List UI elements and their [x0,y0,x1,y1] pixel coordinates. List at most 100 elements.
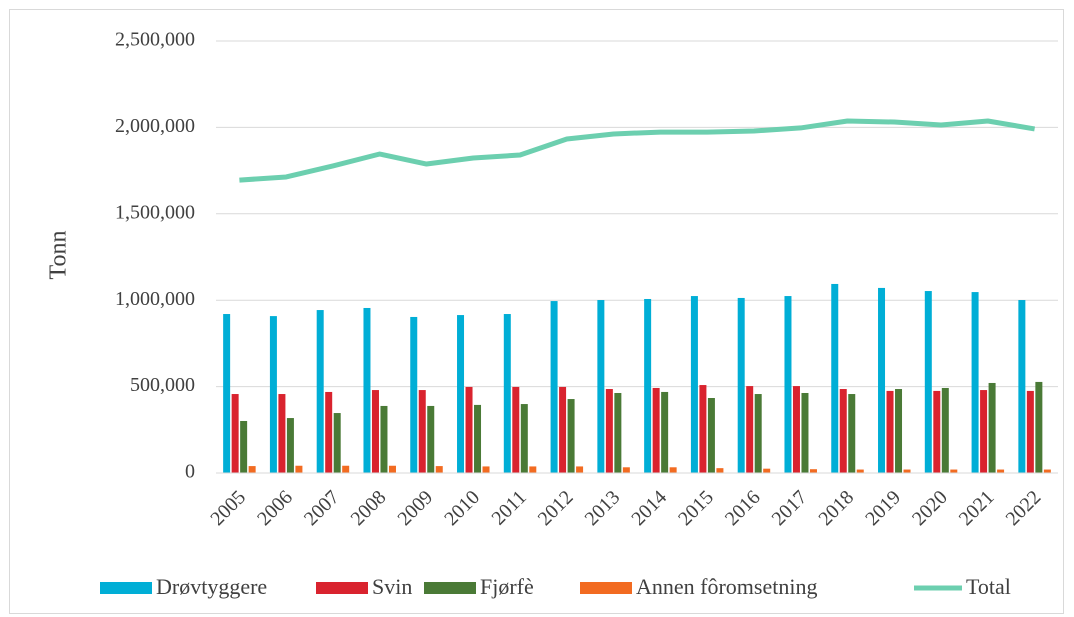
bar [792,386,800,473]
bar [418,390,426,473]
bar [269,316,277,473]
legend-label: Svin [372,574,412,599]
bar [1018,300,1026,473]
bar [567,399,575,473]
bar [924,291,932,473]
bar [988,382,996,473]
bar [474,404,482,473]
y-tick-label: 1,000,000 [115,288,195,310]
bar [363,307,371,473]
bar [529,466,537,473]
line [239,118,1036,183]
bar [895,389,903,473]
legend-swatch [316,582,368,594]
bar [801,392,809,473]
bar [831,283,839,473]
bar [614,392,622,473]
bar [248,466,256,473]
bar [550,301,558,473]
bar [559,386,567,473]
legend-label: Total [966,574,1011,599]
bar [971,292,979,473]
bar [737,297,745,473]
bar [605,389,613,473]
bar [669,467,677,473]
y-tick-label: 0 [185,461,195,483]
bar [295,465,303,473]
legend-label: Drøvtyggere [156,574,267,599]
legend-swatch [100,582,152,594]
bar [576,466,584,473]
x-tick-label: 2012 [534,486,578,530]
bar [278,394,286,473]
bar [763,468,771,473]
bar [716,468,724,473]
bar [512,386,520,473]
bar [380,405,388,473]
bar [950,469,958,473]
bar [652,387,660,473]
bar [754,394,762,473]
x-tick-label: 2022 [1002,486,1046,530]
bar [839,389,847,473]
x-tick-label: 2009 [393,486,437,530]
bar [240,420,248,473]
bar [465,386,473,473]
bar [482,466,490,473]
bar [886,390,894,473]
bar [856,469,864,473]
bar [903,469,911,473]
bar [1026,390,1034,473]
bar [707,398,715,473]
bar [325,391,333,473]
y-tick-label: 2,000,000 [115,115,195,137]
bar [878,287,886,473]
bar [388,465,396,473]
bar [848,394,856,473]
bar [427,405,435,473]
bar [746,386,754,473]
x-tick-label: 2019 [861,486,905,530]
bar [342,465,350,473]
bar [1043,469,1051,473]
bar [371,390,379,473]
x-tick-label: 2017 [768,486,812,530]
bar [933,390,941,473]
x-tick-label: 2006 [253,486,297,530]
bar [997,469,1005,473]
bar [286,418,294,473]
y-axis-label: Tonn [46,231,72,280]
bar [1035,381,1043,473]
x-tick-label: 2008 [347,486,391,530]
bar [435,466,443,473]
x-tick-label: 2005 [206,486,250,530]
bar [457,315,465,473]
bar [809,469,817,473]
bar [410,316,418,473]
x-tick-label: 2010 [440,486,484,530]
x-tick-label: 2014 [627,486,671,530]
chart-frame [9,9,1064,614]
bar [597,300,605,473]
bar [980,390,988,473]
bar [520,404,528,473]
bar [661,391,669,473]
x-tick-label: 2021 [955,486,999,530]
bar [316,310,324,473]
bar [690,296,698,473]
x-tick-label: 2007 [300,486,344,530]
legend-label: Fjørfè [480,574,534,599]
bar [333,413,341,473]
x-tick-label: 2011 [488,486,531,529]
bar [941,387,949,473]
bar [231,394,239,473]
x-tick-label: 2018 [814,486,858,530]
x-tick-label: 2015 [674,486,718,530]
legend-label: Annen fôromsetning [636,574,817,599]
bar [503,314,511,473]
y-tick-label: 2,500,000 [115,29,195,51]
legend-swatch [580,582,632,594]
y-tick-label: 1,500,000 [115,201,195,223]
bar [644,298,652,473]
y-tick-label: 500,000 [130,374,195,396]
